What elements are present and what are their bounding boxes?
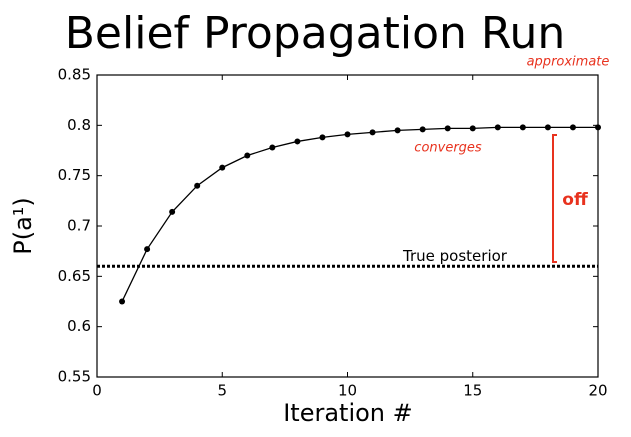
- x-tick-label: 20: [588, 382, 607, 400]
- plot-frame: [96, 74, 599, 378]
- data-point: [494, 124, 501, 131]
- data-point: [595, 124, 601, 131]
- annotation: off: [562, 190, 588, 210]
- reference-label: True posterior: [402, 247, 508, 265]
- data-point: [369, 129, 376, 136]
- y-tick-label: 0.75: [58, 166, 91, 184]
- data-point: [394, 127, 401, 134]
- annotation-bracket: [552, 134, 557, 263]
- y-tick-label: 0.65: [58, 267, 91, 285]
- data-point: [569, 124, 576, 131]
- y-tick-label: 0.55: [58, 368, 91, 386]
- data-point: [144, 246, 151, 253]
- y-tick-label: 0.8: [67, 116, 91, 134]
- data-point: [319, 134, 326, 141]
- y-tick-label: 0.6: [67, 317, 91, 335]
- y-tick-label: 0.7: [67, 217, 91, 235]
- x-axis-label: Iteration #: [283, 399, 413, 427]
- x-tick-label: 5: [217, 382, 227, 400]
- data-point: [544, 124, 551, 131]
- data-point: [469, 125, 476, 132]
- x-tick-label: 10: [338, 382, 357, 400]
- data-point: [344, 131, 351, 138]
- data-point: [519, 124, 526, 131]
- data-point: [419, 126, 426, 133]
- y-axis-label: P(a¹): [9, 197, 37, 255]
- data-point: [119, 298, 126, 305]
- annotation: converges: [414, 141, 482, 156]
- data-point: [219, 164, 226, 171]
- data-point: [444, 125, 451, 132]
- data-point: [269, 144, 276, 151]
- data-point: [244, 152, 251, 159]
- data-point: [294, 138, 301, 145]
- annotation: approximate: [527, 55, 610, 70]
- x-tick-label: 0: [92, 382, 102, 400]
- data-point: [194, 182, 201, 189]
- x-tick-label: 15: [463, 382, 482, 400]
- chart-title: Belief Propagation Run: [65, 8, 565, 59]
- data-point: [169, 208, 176, 215]
- y-tick-label: 0.85: [58, 66, 91, 84]
- series-line: [121, 126, 598, 302]
